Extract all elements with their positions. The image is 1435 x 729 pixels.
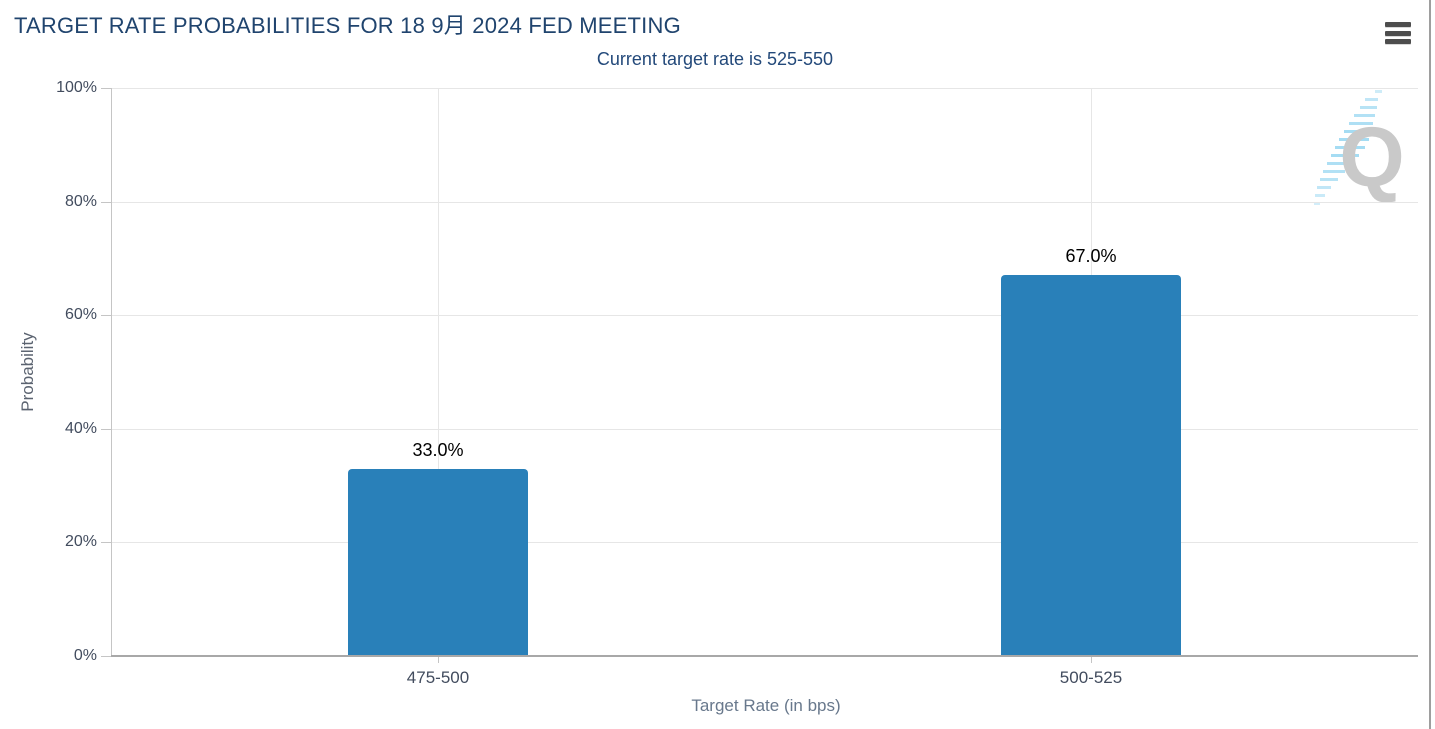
y-tick-mark <box>101 429 111 430</box>
x-axis-title: Target Rate (in bps) <box>691 696 841 715</box>
chart-context-menu-button[interactable] <box>1383 20 1413 46</box>
chart-subtitle: Current target rate is 525-550 <box>596 49 834 69</box>
y-tick-mark <box>101 656 111 657</box>
hamburger-icon <box>1385 22 1411 27</box>
y-axis-line <box>111 88 112 656</box>
y-gridline <box>111 429 1418 430</box>
y-tick-label: 60% <box>64 306 97 323</box>
y-tick-mark <box>101 88 111 89</box>
x-gridline <box>438 88 439 656</box>
hamburger-icon <box>1385 39 1411 44</box>
y-tick-label: 20% <box>64 533 97 550</box>
x-category-label: 475-500 <box>406 668 470 687</box>
y-gridline <box>111 542 1418 543</box>
bar-value-label: 33.0% <box>412 440 464 460</box>
x-axis-line <box>111 655 1418 657</box>
x-tick-mark <box>438 656 439 663</box>
y-tick-label: 40% <box>64 420 97 437</box>
y-tick-mark <box>101 202 111 203</box>
y-tick-label: 0% <box>73 647 97 664</box>
watermark-letter: Q <box>1339 110 1404 204</box>
x-category-label: 500-525 <box>1059 668 1123 687</box>
hamburger-icon <box>1385 30 1411 36</box>
y-tick-label: 100% <box>56 79 97 96</box>
bar-value-label: 67.0% <box>1065 246 1117 266</box>
y-gridline <box>111 315 1418 316</box>
chart-title: TARGET RATE PROBABILITIES FOR 18 9月 2024… <box>14 13 681 38</box>
x-tick-mark <box>1091 656 1092 663</box>
panel-right-border <box>1429 0 1431 729</box>
y-tick-mark <box>101 542 111 543</box>
probability-bar[interactable] <box>1001 275 1181 656</box>
y-tick-mark <box>101 315 111 316</box>
y-gridline <box>111 88 1418 89</box>
y-gridline <box>111 202 1418 203</box>
quikstrike-q-watermark-icon: Q <box>1314 90 1405 205</box>
y-axis-title: Probability <box>18 332 37 412</box>
y-tick-label: 80% <box>64 193 97 210</box>
probability-bar[interactable] <box>348 469 528 656</box>
